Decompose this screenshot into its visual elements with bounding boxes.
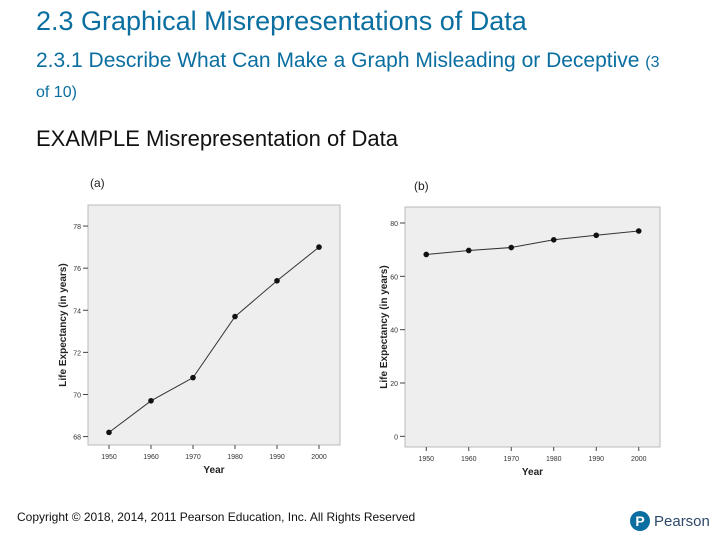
y-tick-label: 72 <box>73 350 81 357</box>
x-tick-label: 1960 <box>143 454 159 461</box>
x-tick-label: 1950 <box>101 454 117 461</box>
y-axis-title: Life Expectancy (in years) <box>379 265 390 388</box>
x-axis-title: Year <box>203 465 224 476</box>
x-tick-label: 1990 <box>588 456 604 463</box>
pearson-logo: P Pearson <box>630 510 710 532</box>
y-tick-label: 40 <box>390 328 398 335</box>
x-tick-label: 2000 <box>631 456 647 463</box>
subtitle-counter: (3 of 10) <box>36 54 660 101</box>
data-point <box>593 232 600 239</box>
x-tick-label: 1970 <box>503 456 519 463</box>
subtitle-main: 2.3.1 Describe What Can Make a Graph Mis… <box>36 49 640 72</box>
example-heading: EXAMPLE Misrepresentation of Data <box>36 126 398 151</box>
x-axis-title: Year <box>522 467 543 478</box>
copyright-notice: Copyright © 2018, 2014, 2011 Pearson Edu… <box>17 510 416 524</box>
data-point <box>232 313 238 320</box>
data-point <box>550 237 557 243</box>
chart-a: (a) 68 70 72 74 76 78 1950 1960 1970 1980 1990 2000 Y… <box>58 176 341 476</box>
y-tick-label: 74 <box>73 308 81 315</box>
pearson-logo-text: Pearson <box>654 512 710 530</box>
series-line <box>426 230 639 255</box>
charts-area: (a) 68 70 72 74 76 78 1950 1960 1970 1980 1990 2000 Y… <box>58 176 661 478</box>
slide-subtitle: 2.3.1 Describe What Can Make a Graph Mis… <box>36 47 676 107</box>
data-point <box>274 277 280 284</box>
data-point <box>423 251 430 258</box>
pearson-logo-icon: P <box>630 511 650 531</box>
x-tick-label: 1950 <box>418 456 434 463</box>
y-tick-label: 70 <box>73 392 81 399</box>
y-tick-label: 80 <box>390 221 398 228</box>
y-tick-label: 78 <box>73 224 81 231</box>
chart-panel-label: (b) <box>414 179 429 193</box>
x-tick-label: 1980 <box>227 454 243 461</box>
y-tick-label: 68 <box>73 435 81 442</box>
y-tick-label: 0 <box>394 434 398 441</box>
chart-panel-label: (a) <box>90 176 105 190</box>
x-tick-label: 1990 <box>269 454 285 461</box>
data-point <box>508 244 515 251</box>
chart-b: (b) 0 20 40 60 80 1950 1960 1970 1980 1990 2000 Year… <box>379 179 661 478</box>
y-tick-label: 60 <box>390 274 398 281</box>
y-tick-label: 20 <box>390 381 398 388</box>
x-tick-label: 1970 <box>185 454 201 461</box>
slide-title: 2.3 Graphical Misrepresentations of Data <box>36 6 527 36</box>
x-tick-label: 2000 <box>311 454 327 461</box>
data-point <box>465 247 472 254</box>
y-axis-title: Life Expectancy (in years) <box>58 263 69 386</box>
series-line <box>108 246 320 433</box>
data-point <box>190 374 196 381</box>
data-point <box>316 244 322 250</box>
x-tick-label: 1960 <box>461 456 477 463</box>
data-point <box>635 228 642 234</box>
y-tick-label: 76 <box>73 266 81 273</box>
plot-background <box>404 206 661 448</box>
data-point <box>148 397 154 404</box>
data-point <box>106 429 112 436</box>
x-tick-label: 1980 <box>546 456 562 463</box>
plot-background <box>87 204 341 446</box>
